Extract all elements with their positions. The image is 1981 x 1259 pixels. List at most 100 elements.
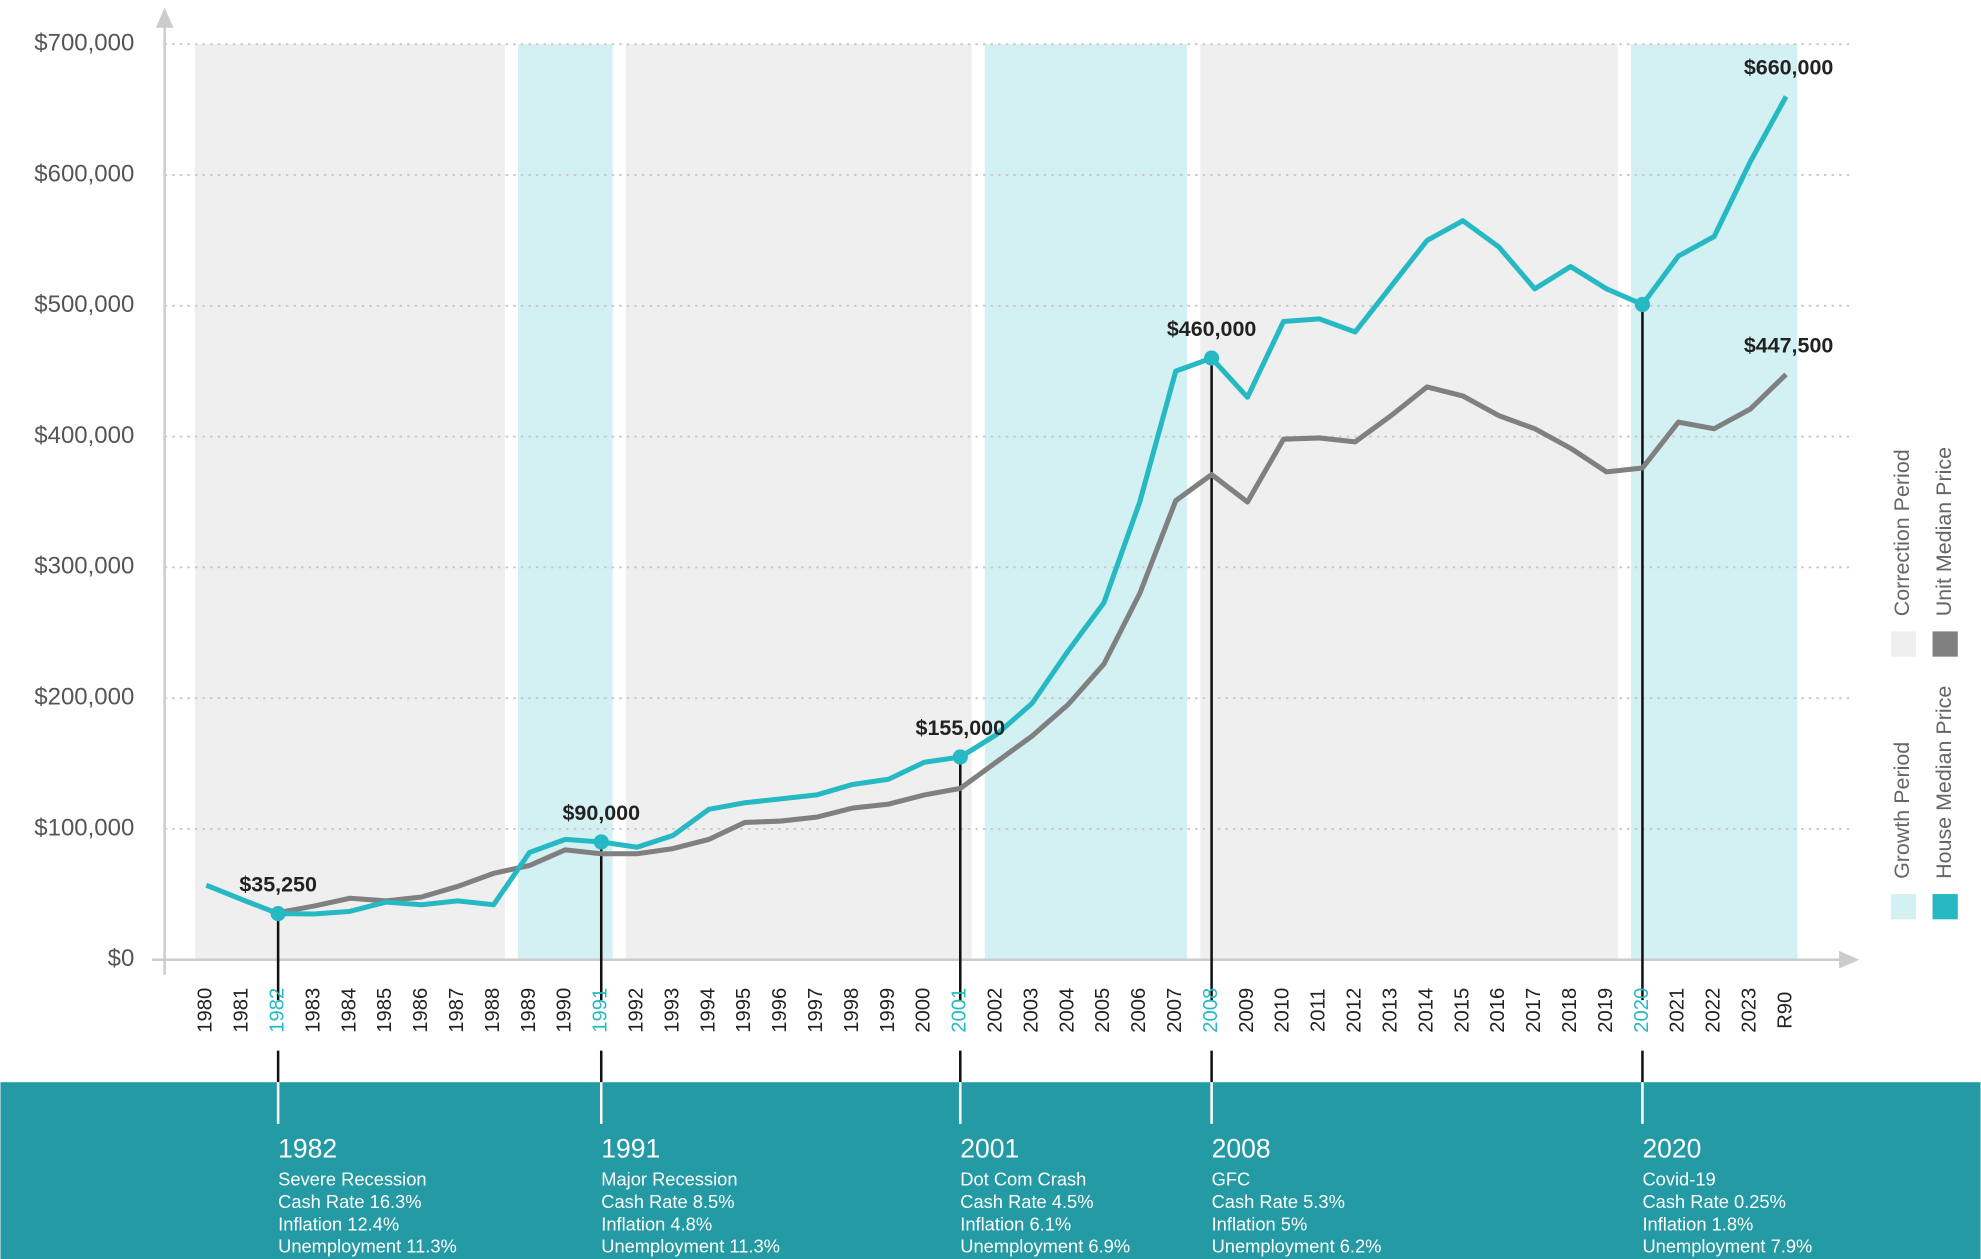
x-tick-label: 2000 <box>913 988 935 1033</box>
x-axis-arrow <box>1839 950 1860 969</box>
period-band <box>194 44 505 960</box>
x-tick-label: 2013 <box>1379 988 1401 1033</box>
legend-label: Growth Period <box>1890 742 1914 879</box>
legend-swatch <box>1890 894 1917 920</box>
x-tick-label: 2004 <box>1056 988 1078 1033</box>
value-label: $90,000 <box>562 801 640 825</box>
x-tick-label: 1995 <box>733 988 755 1033</box>
legend-label: Unit Median Price <box>1932 447 1956 616</box>
x-tick-label: 2007 <box>1164 988 1186 1033</box>
legend-swatch <box>1932 631 1958 657</box>
event-detail: Cash Rate 0.25% <box>1642 1191 1785 1212</box>
x-tick-label: 1999 <box>877 988 899 1033</box>
y-tick-label: $200,000 <box>34 683 134 710</box>
x-tick-label: 1980 <box>195 988 217 1033</box>
event-detail: Cash Rate 5.3% <box>1212 1191 1345 1212</box>
value-label: $35,250 <box>239 873 317 897</box>
period-band <box>518 44 613 960</box>
legend-label: Correction Period <box>1890 449 1914 616</box>
x-tick-label: 1990 <box>554 988 576 1033</box>
event-title: 1982 <box>278 1133 337 1163</box>
x-tick-label: 2003 <box>1020 988 1042 1033</box>
events-panel <box>0 1082 1981 1259</box>
value-label: $155,000 <box>916 716 1006 740</box>
x-tick-label: 2002 <box>985 988 1007 1033</box>
legend-swatch <box>1890 631 1917 657</box>
y-tick-label: $700,000 <box>34 30 134 57</box>
event-detail: Cash Rate 16.3% <box>278 1191 421 1212</box>
x-tick-label: 2023 <box>1738 988 1760 1033</box>
series-line <box>277 372 1788 916</box>
event-detail: Cash Rate 4.5% <box>960 1191 1093 1212</box>
y-tick-label: $300,000 <box>34 553 134 580</box>
x-tick-label: 1981 <box>231 988 253 1033</box>
x-tick-label: 2014 <box>1415 988 1437 1033</box>
x-tick-label: 2022 <box>1703 988 1725 1033</box>
x-tick-label: 1998 <box>841 988 863 1033</box>
event-detail: Unemployment 11.3% <box>601 1236 780 1257</box>
x-tick-label: 1991 <box>590 988 612 1033</box>
period-band <box>1631 44 1798 960</box>
x-tick-label: 1992 <box>625 988 647 1033</box>
x-tick-label: 1994 <box>697 988 719 1033</box>
x-tick-label: 2020 <box>1631 988 1653 1033</box>
x-tick-label: 2001 <box>949 988 971 1033</box>
x-tick-label: 1988 <box>482 988 504 1033</box>
event-detail: Cash Rate 8.5% <box>601 1191 734 1212</box>
period-band <box>984 44 1188 960</box>
x-tick-label: 1993 <box>661 988 683 1033</box>
x-tick-label: 2017 <box>1523 988 1545 1033</box>
event-detail: Unemployment 11.3% <box>278 1236 457 1257</box>
event-point <box>593 834 609 850</box>
event-title: 2008 <box>1212 1133 1271 1163</box>
event-title: 2001 <box>960 1133 1019 1163</box>
x-tick-label: 1985 <box>374 988 396 1033</box>
value-label: $460,000 <box>1167 317 1257 341</box>
x-tick-label: 2011 <box>1308 989 1330 1032</box>
x-tick-label: 2015 <box>1451 988 1473 1033</box>
event-detail: Severe Recession <box>278 1169 426 1190</box>
event-detail: Unemployment 6.9% <box>960 1236 1130 1257</box>
event-point <box>1634 296 1651 313</box>
event-detail: Major Recession <box>601 1169 737 1190</box>
x-tick-label: 1986 <box>410 988 432 1033</box>
event-detail: GFC <box>1212 1169 1251 1190</box>
y-tick-label: $0 <box>108 945 135 972</box>
y-tick-label: $500,000 <box>34 291 134 318</box>
event-detail: Inflation 4.8% <box>601 1213 712 1234</box>
x-tick-label: 1997 <box>805 988 827 1033</box>
value-label: $660,000 <box>1744 55 1834 79</box>
period-band <box>625 44 972 960</box>
x-tick-label: 1983 <box>302 988 324 1033</box>
event-point <box>1204 350 1220 366</box>
x-tick-label: 2008 <box>1200 988 1222 1033</box>
x-tick-label: 2021 <box>1667 988 1689 1033</box>
event-detail: Dot Com Crash <box>960 1169 1086 1190</box>
event-title: 1991 <box>601 1133 660 1163</box>
x-tick-label: R90 <box>1774 992 1796 1029</box>
event-detail: Unemployment 7.9% <box>1642 1236 1812 1257</box>
y-tick-label: $100,000 <box>34 814 134 841</box>
event-detail: Unemployment 6.2% <box>1212 1236 1382 1257</box>
period-band <box>1200 44 1618 960</box>
event-detail: Inflation 6.1% <box>960 1213 1071 1234</box>
x-tick-label: 1989 <box>518 988 540 1033</box>
event-detail: Inflation 5% <box>1212 1213 1308 1234</box>
event-title: 2020 <box>1642 1133 1701 1163</box>
x-tick-label: 1987 <box>446 988 468 1033</box>
x-tick-label: 2006 <box>1128 988 1150 1033</box>
y-tick-label: $600,000 <box>34 160 134 187</box>
value-label: $447,500 <box>1744 333 1834 357</box>
event-point <box>270 906 286 922</box>
legend-swatch <box>1932 894 1958 920</box>
x-tick-label: 2012 <box>1344 988 1366 1033</box>
x-tick-label: 2016 <box>1487 988 1509 1033</box>
event-detail: Inflation 12.4% <box>278 1213 399 1234</box>
x-tick-label: 2010 <box>1272 988 1294 1033</box>
y-axis-arrow <box>155 7 174 28</box>
series-line <box>205 95 1789 917</box>
legend-label: House Median Price <box>1932 686 1956 879</box>
x-tick-label: 2018 <box>1559 988 1581 1033</box>
